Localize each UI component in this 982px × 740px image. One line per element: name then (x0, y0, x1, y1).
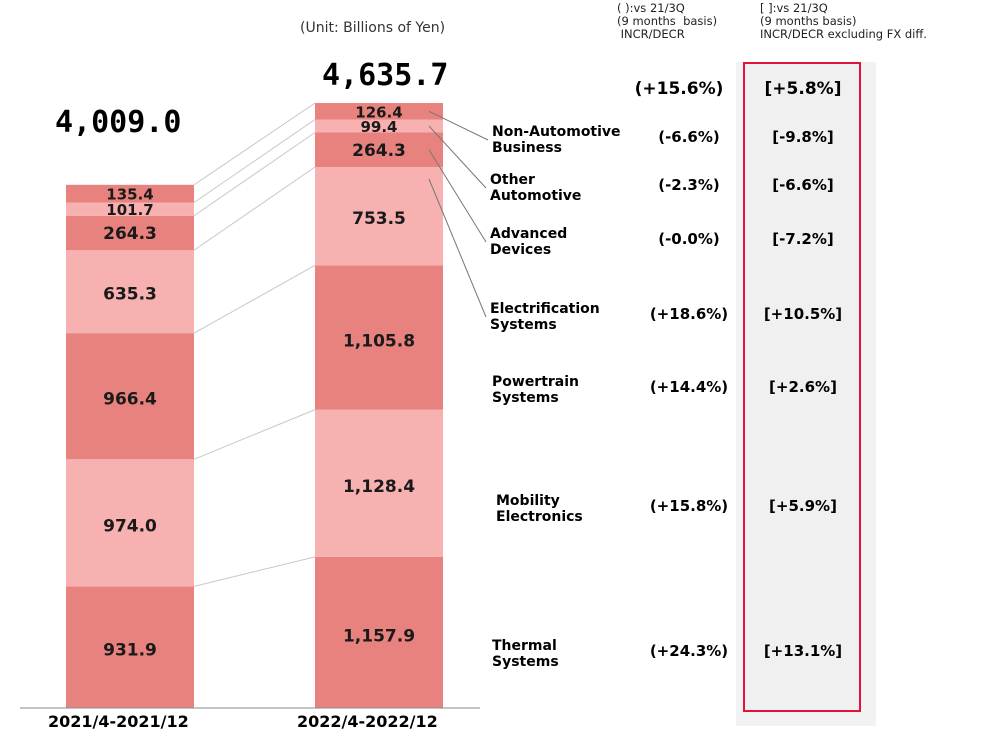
connector-line (193, 166, 316, 251)
data-label: 264.3 (103, 224, 157, 244)
fx-excluded-highlight-box (743, 62, 861, 712)
connector-line (193, 264, 316, 334)
unit-note: (Unit: Billions of Yen) (300, 20, 446, 36)
segment-name-electrification-systems: Electrification Systems (490, 301, 600, 333)
change-pct: (+24.3%) (649, 642, 729, 660)
segment-name-line: Non-Automotive (492, 124, 621, 140)
bar-segment-thermal-systems-0 (66, 586, 194, 708)
bar-segment-advanced-devices-1 (315, 132, 443, 167)
segment-name-line: Devices (490, 242, 552, 258)
segment-name-line: Systems (492, 390, 559, 406)
connector-line (193, 102, 316, 186)
bar-segment-thermal-systems-1 (315, 556, 443, 708)
data-label: 1,105.8 (343, 331, 415, 351)
leader-line (428, 110, 489, 141)
segment-name-line: Automotive (490, 188, 582, 204)
segment-name-line: Electronics (496, 509, 583, 525)
paren-legend-note: ( ):vs 21/3Q (9 months basis) INCR/DECR (617, 1, 718, 41)
bar-segment-mobility-electronics-0 (66, 459, 194, 587)
bar-segment-powertrain-systems-0 (66, 333, 194, 460)
segment-name-thermal-systems: Thermal Systems (492, 638, 559, 670)
change-pct: (+15.8%) (649, 497, 729, 515)
data-label: 1,157.9 (343, 626, 415, 646)
segment-name-line: Electrification (490, 301, 600, 317)
data-label: 264.3 (352, 141, 406, 161)
connector-line (193, 132, 316, 217)
bracket-legend-note: [ ]:vs 21/3Q (9 months basis) INCR/DECR … (760, 1, 927, 41)
bar-segment-advanced-devices-0 (66, 215, 194, 251)
change-ex-fx: [+5.9%] (769, 497, 837, 515)
bar-segment-electrification-systems-0 (66, 250, 194, 334)
change-ex-fx: [-7.2%] (772, 230, 834, 248)
change-ex-fx: [-6.6%] (772, 176, 834, 194)
change-ex-fx: [+10.5%] (763, 305, 843, 323)
data-label: 101.7 (106, 201, 153, 219)
data-label: 126.4 (355, 103, 402, 121)
change-pct: (-2.3%) (658, 176, 720, 194)
data-label: 931.9 (103, 641, 157, 661)
data-label: 1,128.4 (343, 477, 415, 497)
segment-name-line: Mobility (496, 493, 560, 509)
change-pct: (-0.0%) (658, 230, 720, 248)
total-change-pct: (+15.6%) (634, 79, 724, 99)
segment-name-line: Systems (492, 654, 559, 670)
segment-name-line: Business (492, 140, 562, 156)
bar-segment-other-automotive-1 (315, 119, 443, 133)
data-label: 966.4 (103, 390, 157, 410)
leader-line (428, 125, 487, 189)
change-pct: (+14.4%) (649, 378, 729, 396)
connector-line (193, 556, 316, 587)
segment-name-advanced-devices: Advanced Devices (490, 226, 567, 258)
total-label-2022: 4,635.7 (322, 58, 449, 93)
bar-segment-powertrain-systems-1 (315, 265, 443, 410)
total-change-ex-fx: [+5.8%] (764, 79, 842, 99)
segment-name-mobility-electronics: Mobility Electronics (496, 493, 583, 525)
x-tick-2022: 2022/4-2022/12 (297, 712, 438, 731)
leader-line (428, 178, 487, 318)
data-label: 135.4 (106, 186, 153, 204)
total-label-2021: 4,009.0 (55, 105, 182, 140)
segment-name-line: Advanced (490, 226, 568, 242)
segment-name-non-automotive-business: Non-Automotive Business (492, 124, 621, 156)
bar-segment-electrification-systems-1 (315, 166, 443, 266)
segment-name-powertrain-systems: Powertrain Systems (492, 374, 579, 406)
segment-name-line: Systems (490, 317, 557, 333)
change-pct: (+18.6%) (649, 305, 729, 323)
bar-segment-mobility-electronics-1 (315, 409, 443, 557)
segment-name-line: Thermal (492, 638, 557, 654)
change-ex-fx: [+13.1%] (763, 642, 843, 660)
connector-line (193, 119, 316, 203)
x-tick-2021: 2021/4-2021/12 (48, 712, 189, 731)
data-label: 753.5 (352, 209, 406, 229)
data-label: 635.3 (103, 284, 157, 304)
segment-name-line: Other (490, 172, 535, 188)
data-label: 99.4 (360, 118, 397, 136)
segment-name-other-automotive: Other Automotive (490, 172, 581, 204)
leader-line (428, 149, 487, 243)
segment-name-line: Powertrain (492, 374, 580, 390)
bar-segment-non-automotive-business-0 (66, 184, 194, 203)
connector-line (193, 409, 316, 460)
data-label: 974.0 (103, 516, 157, 536)
bar-segment-other-automotive-0 (66, 202, 194, 216)
change-ex-fx: [+2.6%] (769, 378, 837, 396)
change-ex-fx: [-9.8%] (772, 128, 834, 146)
bar-segment-non-automotive-business-1 (315, 103, 443, 120)
change-pct: (-6.6%) (658, 128, 720, 146)
